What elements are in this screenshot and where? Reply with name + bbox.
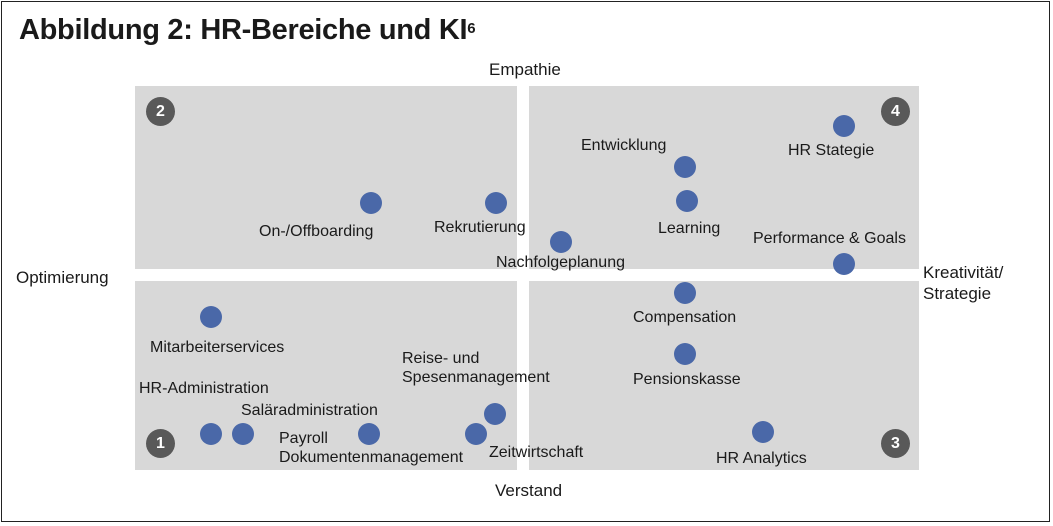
label-onboarding: On-/Offboarding	[259, 223, 374, 240]
dot-reise	[484, 403, 506, 425]
dot-hr-administration	[200, 423, 222, 445]
axis-label-left: Optimierung	[16, 268, 109, 287]
label-hr-administration: HR-Administration	[139, 380, 269, 397]
label-hr-strategie: HR Stategie	[788, 142, 875, 159]
dot-entwicklung	[674, 156, 696, 178]
dot-hr-analytics	[752, 421, 774, 443]
dot-mitarbeiterservices	[200, 306, 222, 328]
label-nachfolge: Nachfolgeplanung	[496, 254, 625, 271]
label-entwicklung: Entwicklung	[581, 137, 667, 154]
dot-hr-strategie	[833, 115, 855, 137]
quadrant-2	[135, 86, 517, 269]
dot-zeitwirtschaft	[465, 423, 487, 445]
figure-title: Abbildung 2: HR-Bereiche und KI6	[19, 14, 476, 46]
axis-label-top: Empathie	[489, 60, 561, 79]
quadrant-3	[529, 281, 919, 470]
dot-onboarding	[360, 192, 382, 214]
axis-label-right: Kreativität/ Strategie	[923, 263, 1004, 303]
label-performance: Performance & Goals	[753, 230, 906, 247]
dot-rekrutierung	[485, 192, 507, 214]
dot-performance	[833, 253, 855, 275]
label-pensionskasse: Pensionskasse	[633, 371, 741, 388]
dot-compensation	[674, 282, 696, 304]
label-mitarbeiterservices: Mitarbeiterservices	[150, 339, 285, 356]
quadrant-1	[135, 281, 517, 470]
label-salaradministration: Saläradministration	[241, 402, 378, 419]
footnote-marker: 6	[467, 20, 476, 37]
quadrant-badge-2: 2	[146, 97, 175, 126]
label-reise: Reise- und Spesenmanagement	[402, 350, 550, 386]
label-rekrutierung: Rekrutierung	[434, 219, 526, 236]
axis-label-bottom: Verstand	[495, 481, 563, 500]
dot-nachfolge	[550, 231, 572, 253]
quadrant-badge-1: 1	[146, 429, 175, 458]
label-compensation: Compensation	[633, 309, 737, 326]
quadrant-4	[529, 86, 919, 269]
dot-salaradministration	[232, 423, 254, 445]
dot-learning	[676, 190, 698, 212]
dot-pensionskasse	[674, 343, 696, 365]
dot-payroll	[358, 423, 380, 445]
label-hr-analytics: HR Analytics	[716, 450, 807, 467]
quadrant-badge-3: 3	[881, 429, 910, 458]
quadrant-badge-4: 4	[881, 97, 910, 126]
label-zeitwirtschaft: Zeitwirtschaft	[489, 444, 584, 461]
label-payroll: Payroll Dokumentenmanagement	[279, 430, 464, 466]
label-learning: Learning	[658, 220, 721, 237]
